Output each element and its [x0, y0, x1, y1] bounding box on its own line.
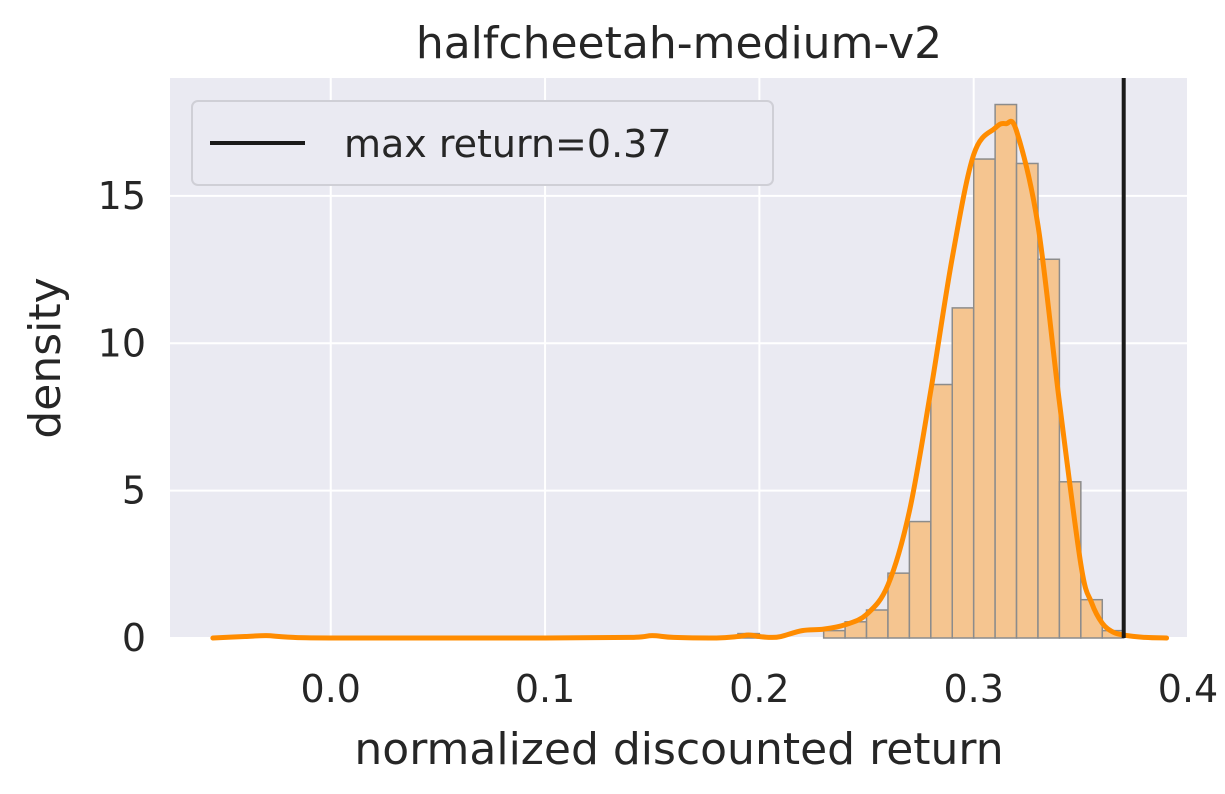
histogram-bar-1	[822, 629, 846, 639]
histogram-bar-10	[1015, 162, 1039, 639]
y-tick-label-2: 10	[98, 321, 146, 365]
x-tick-label-0: 0.0	[301, 667, 361, 711]
histogram-bar-9	[994, 103, 1018, 639]
y-tick-labels: 0 5 10 15	[98, 174, 146, 660]
y-tick-label-3: 15	[98, 174, 146, 218]
y-axis-label: density	[20, 277, 71, 438]
legend: max return=0.37	[191, 100, 774, 186]
histogram-bars	[737, 103, 1125, 639]
y-tick-label-1: 5	[122, 469, 146, 513]
y-tick-label-0: 0	[122, 616, 146, 660]
histogram-bar-6	[930, 383, 954, 639]
x-tick-label-3: 0.3	[943, 667, 1003, 711]
histogram-bar-8	[972, 158, 996, 639]
x-tick-label-4: 0.4	[1158, 667, 1218, 711]
x-tick-labels: 0.0 0.1 0.2 0.3 0.4	[301, 667, 1219, 711]
legend-label: max return=0.37	[344, 122, 672, 166]
histogram-bar-5	[908, 520, 932, 639]
legend-box	[191, 100, 774, 186]
chart-title: halfcheetah-medium-v2	[416, 18, 942, 69]
kde-line	[210, 118, 1170, 641]
x-tick-label-1: 0.1	[515, 667, 575, 711]
x-tick-label-2: 0.2	[729, 667, 789, 711]
x-axis-label: normalized discounted return	[354, 724, 1003, 775]
histogram-bar-7	[951, 307, 975, 639]
